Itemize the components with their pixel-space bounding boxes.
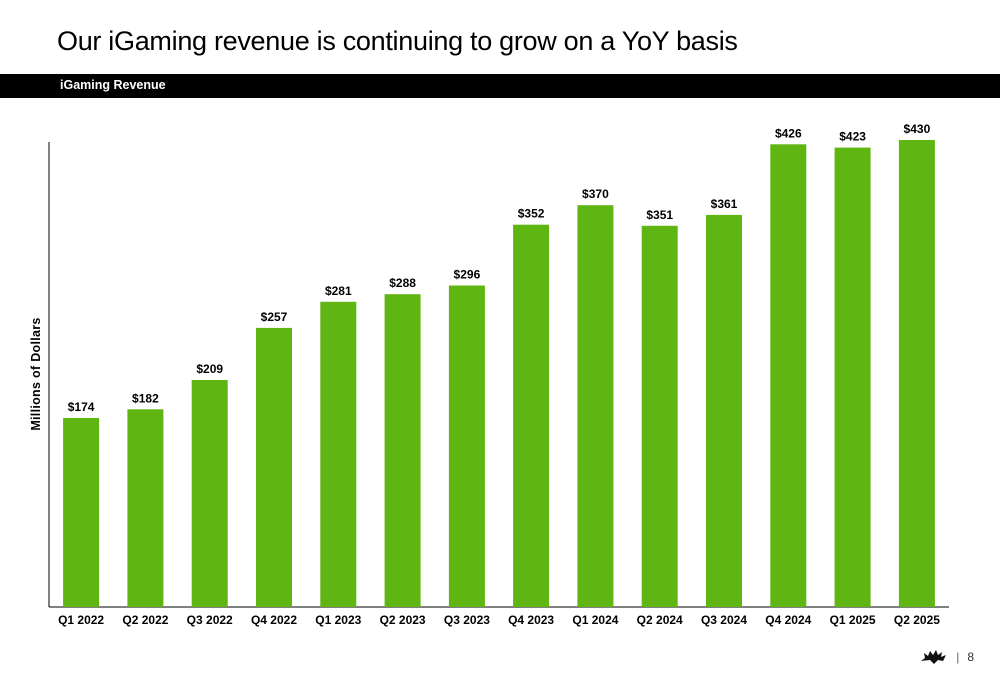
value-label: $352 <box>518 207 545 221</box>
slide-footer: | 8 <box>920 649 974 665</box>
bar-q3-2024 <box>706 214 742 607</box>
bar-q1-2023 <box>320 301 357 607</box>
x-tick-label: Q3 2023 <box>444 613 490 627</box>
value-label: $430 <box>904 122 931 136</box>
bar-q4-2022 <box>256 327 292 607</box>
value-label: $288 <box>389 276 416 290</box>
bar-q1-2022 <box>63 418 100 607</box>
x-tick-label: Q4 2023 <box>508 613 554 627</box>
x-tick-label: Q1 2023 <box>315 613 361 627</box>
section-header-bar: iGaming Revenue <box>0 74 1000 98</box>
bar-q2-2023 <box>384 294 421 607</box>
value-label: $426 <box>775 126 802 140</box>
section-label: iGaming Revenue <box>60 78 166 92</box>
x-tick-label: Q2 2022 <box>122 613 168 627</box>
slide-title: Our iGaming revenue is continuing to gro… <box>57 26 738 56</box>
x-tick-label-group: Q1 2022 Q2 2022 Q3 2022 Q4 2022 Q1 2023 Q2 20… <box>58 613 940 627</box>
bar-q2-2022 <box>127 409 164 607</box>
x-tick-label: Q3 2022 <box>187 613 233 627</box>
value-label: $182 <box>132 391 159 405</box>
page-number: 8 <box>967 650 974 664</box>
value-label: $423 <box>839 130 866 144</box>
value-label: $281 <box>325 284 352 298</box>
bar-q4-2023 <box>513 224 550 607</box>
x-tick-label: Q2 2024 <box>637 613 683 627</box>
bar-q4-2024 <box>770 144 807 608</box>
bar-q2-2025 <box>898 140 935 607</box>
bar-q2-2024 <box>641 225 678 608</box>
value-label: $351 <box>646 208 673 222</box>
value-label: $296 <box>454 268 481 282</box>
x-tick-label: Q1 2024 <box>572 613 618 627</box>
value-label: $370 <box>582 187 609 201</box>
y-axis-title: Millions of Dollars <box>29 317 43 431</box>
x-tick-label: Q2 2023 <box>380 613 426 627</box>
x-tick-label: Q3 2024 <box>701 613 747 627</box>
value-label: $209 <box>196 362 223 376</box>
value-label: $174 <box>68 400 95 414</box>
x-tick-label: Q2 2025 <box>894 613 940 627</box>
x-tick-label: Q1 2022 <box>58 613 104 627</box>
x-tick-label: Q1 2025 <box>830 613 876 627</box>
bar-q3-2023 <box>448 285 485 607</box>
bar-q1-2025 <box>834 147 871 607</box>
footer-separator: | <box>956 650 960 664</box>
x-tick-label: Q4 2024 <box>765 613 811 627</box>
value-label: $257 <box>261 310 288 324</box>
value-label: $361 <box>711 197 738 211</box>
crown-logo-icon <box>921 650 947 664</box>
bar-group <box>63 140 935 608</box>
x-tick-label: Q4 2022 <box>251 613 297 627</box>
value-label-group: $174 $182 $209 $257 $281 $288 $296 $352 $370 $351… <box>68 122 931 414</box>
bar-q3-2022 <box>191 380 228 607</box>
bar-q1-2024 <box>577 205 614 607</box>
